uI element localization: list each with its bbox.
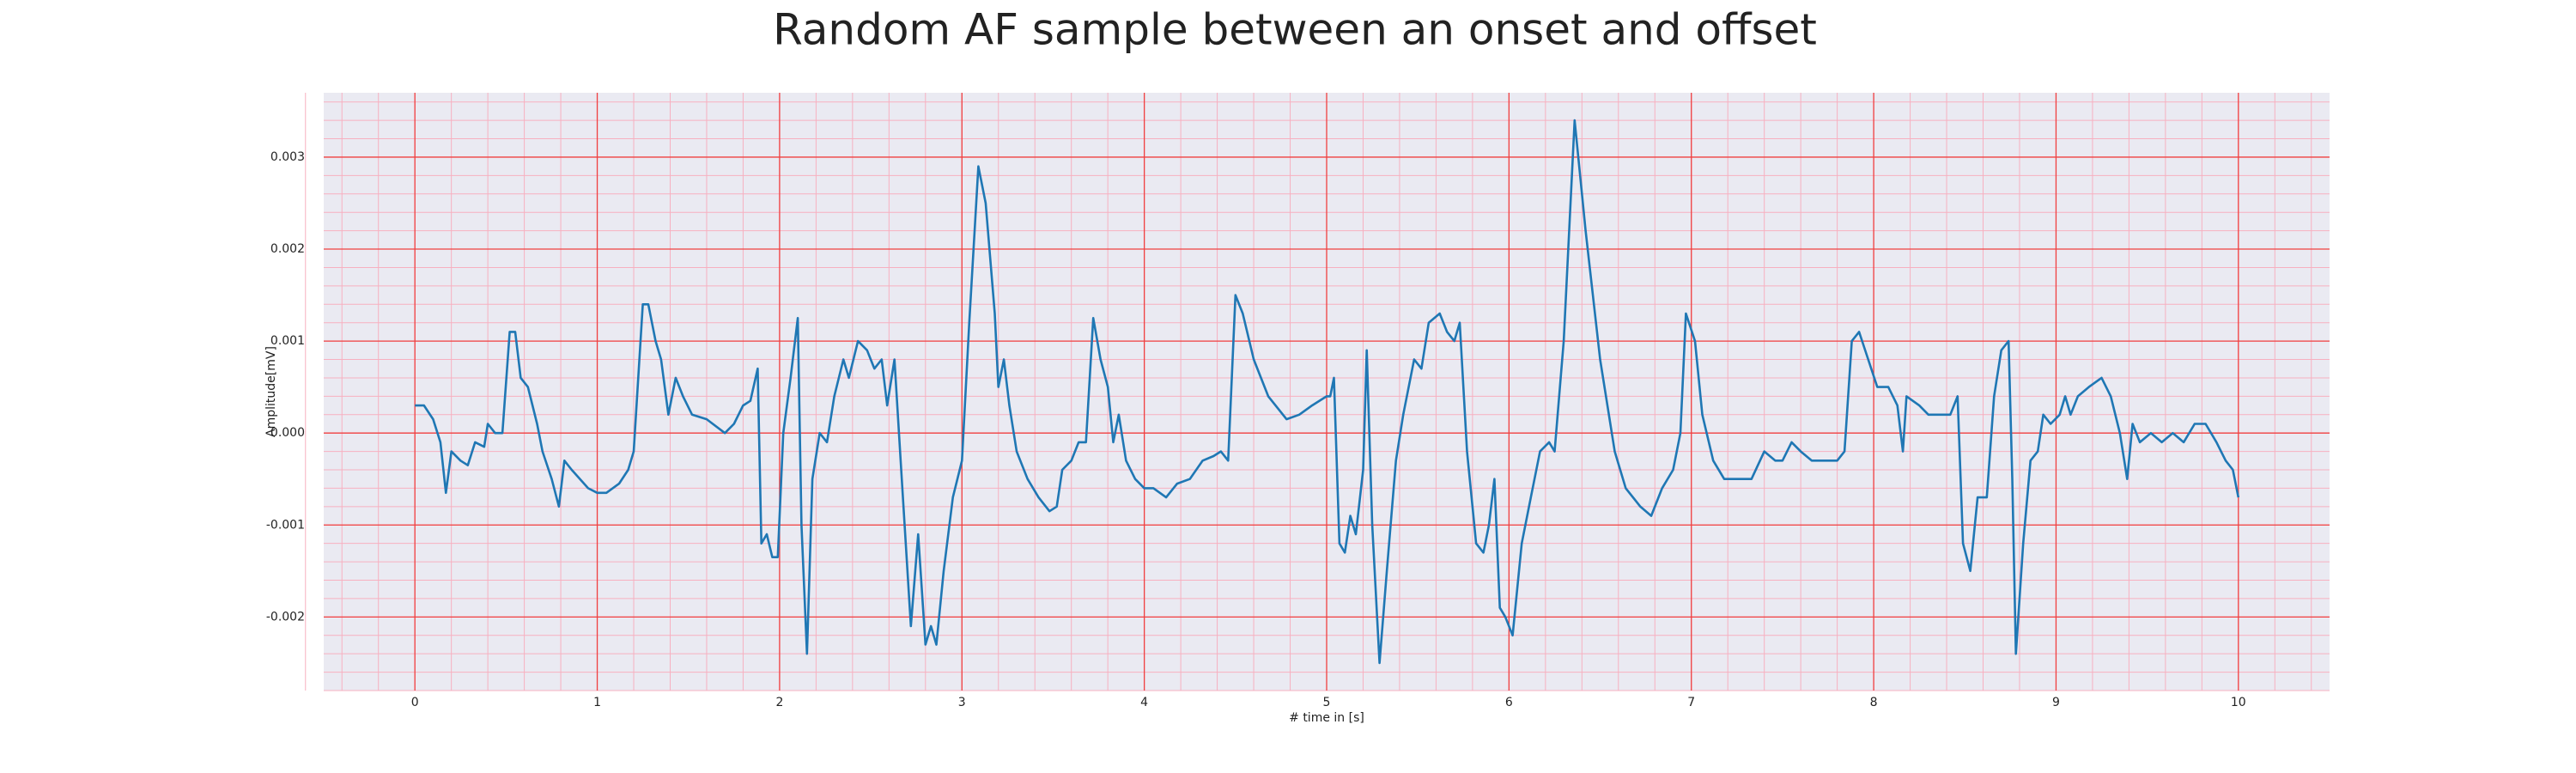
x-tick-label: 3	[958, 696, 966, 709]
x-tick-label: 0	[411, 696, 419, 709]
y-tick-label: 0.000	[270, 426, 305, 440]
x-tick-label: 4	[1140, 696, 1148, 709]
y-tick-label: 0.001	[270, 334, 305, 348]
y-tick-label: 0.002	[270, 242, 305, 256]
x-axis-label: # time in [s]	[1289, 711, 1364, 725]
x-tick-label: 1	[593, 696, 601, 709]
x-tick-label: 8	[1870, 696, 1878, 709]
x-tick-label: 9	[2052, 696, 2060, 709]
signal-line	[415, 119, 2240, 665]
chart-title: Random AF sample between an onset and of…	[773, 5, 1817, 55]
y-tick-label: -0.001	[266, 518, 305, 532]
x-tick-label: 6	[1505, 696, 1513, 709]
x-tick-label: 5	[1323, 696, 1331, 709]
x-tick-label: 2	[775, 696, 783, 709]
x-tick-label: 7	[1687, 696, 1695, 709]
y-tick-label: -0.002	[266, 610, 305, 624]
x-tick-label: 10	[2231, 696, 2246, 709]
y-axis-label: Amplitude[mV]	[264, 346, 278, 437]
y-tick-label: 0.003	[270, 150, 305, 164]
